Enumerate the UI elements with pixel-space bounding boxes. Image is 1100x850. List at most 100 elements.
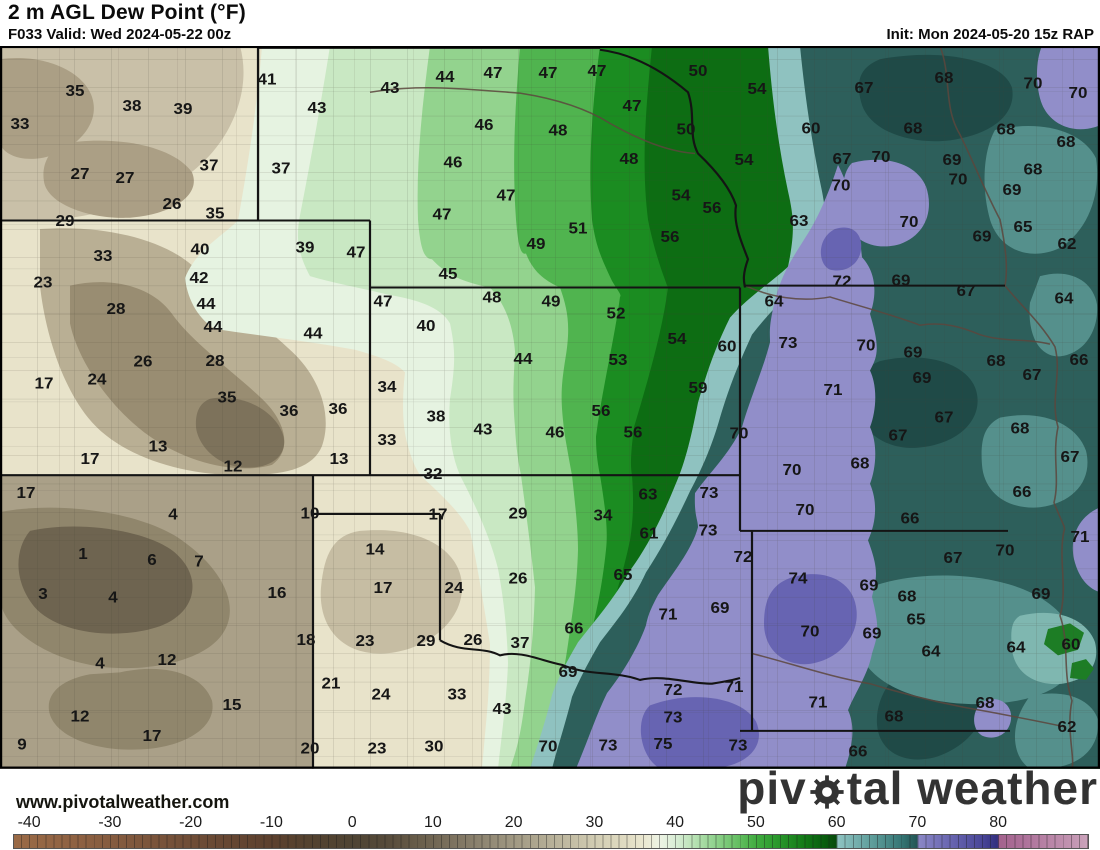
station-value: 68: [851, 454, 870, 472]
station-value: 36: [280, 401, 299, 419]
station-value: 23: [34, 273, 53, 291]
station-value: 27: [71, 164, 90, 182]
station-value: 69: [863, 624, 882, 642]
station-value: 56: [703, 198, 722, 216]
station-value: 47: [484, 64, 503, 82]
colorbar-tick: 40: [666, 814, 685, 831]
station-value: 70: [832, 176, 851, 194]
station-value: 26: [134, 352, 153, 370]
station-value: 54: [735, 150, 755, 168]
station-value: 69: [559, 663, 578, 681]
station-value: 34: [378, 378, 398, 396]
station-value: 66: [565, 619, 584, 637]
station-value: 18: [297, 630, 316, 648]
river-lines: [369, 45, 1074, 769]
station-value: 44: [436, 67, 456, 85]
station-value: 70: [730, 424, 749, 442]
station-value: 44: [197, 295, 217, 313]
station-value: 69: [1032, 584, 1051, 602]
colorbar-tick: -30: [98, 814, 122, 831]
station-value: 46: [546, 423, 565, 441]
station-value: 68: [997, 120, 1016, 138]
station-value: 35: [218, 388, 237, 406]
station-value: 67: [944, 548, 963, 566]
colorbar-tick: 80: [989, 814, 1008, 831]
station-value: 37: [200, 156, 219, 174]
station-value: 72: [664, 680, 683, 698]
colorbar-tick-labels: -40 -30 -20 -10 0 10 20 30 40 50 60 70 80: [0, 814, 1100, 832]
logo-text-right: tal weather: [846, 762, 1098, 814]
station-value: 68: [976, 694, 995, 712]
station-value: 14: [366, 540, 386, 558]
station-value: 66: [1070, 350, 1089, 368]
station-value: 71: [809, 693, 828, 711]
station-value: 49: [527, 234, 546, 252]
station-value: 33: [378, 430, 397, 448]
station-value: 4: [168, 505, 178, 523]
station-value: 64: [922, 642, 942, 660]
station-value: 64: [1007, 638, 1027, 656]
station-value: 60: [1062, 635, 1081, 653]
station-value: 48: [549, 121, 568, 139]
page-title: 2 m AGL Dew Point (°F): [8, 1, 246, 24]
gear-icon: [810, 775, 844, 809]
station-value: 12: [71, 707, 90, 725]
station-value: 46: [475, 115, 494, 133]
station-value: 70: [996, 541, 1015, 559]
station-value: 49: [542, 292, 561, 310]
station-value: 33: [11, 114, 30, 132]
station-value: 29: [417, 631, 436, 649]
station-value: 69: [711, 598, 730, 616]
map-header: 2 m AGL Dew Point (°F) F033 Valid: Wed 2…: [0, 0, 1100, 46]
station-value: 33: [94, 247, 113, 265]
station-value: 34: [594, 506, 614, 524]
station-value: 6: [147, 550, 156, 568]
valid-time-text: F033 Valid: Wed 2024-05-22 00z: [8, 26, 232, 43]
station-value: 65: [907, 610, 926, 628]
station-value: 32: [424, 464, 443, 482]
station-value: 13: [330, 449, 349, 467]
station-value: 67: [957, 281, 976, 299]
station-value: 47: [433, 205, 452, 223]
station-value: 35: [206, 204, 225, 222]
station-value: 29: [56, 212, 75, 230]
station-value: 65: [1014, 217, 1033, 235]
station-value: 70: [872, 147, 891, 165]
station-value: 67: [1023, 365, 1042, 383]
station-value: 47: [588, 62, 607, 80]
station-value: 47: [374, 292, 393, 310]
station-value: 63: [790, 212, 809, 230]
station-value: 24: [88, 370, 108, 388]
station-value: 53: [609, 350, 628, 368]
station-value: 44: [304, 324, 324, 342]
station-value: 43: [381, 79, 400, 97]
station-value: 15: [223, 696, 242, 714]
station-value: 67: [935, 408, 954, 426]
station-value: 67: [833, 149, 852, 167]
station-value: 74: [789, 569, 809, 587]
station-value: 54: [748, 80, 768, 98]
station-value: 73: [664, 708, 683, 726]
station-value: 56: [661, 228, 680, 246]
station-value: 56: [592, 401, 611, 419]
station-value: 72: [833, 272, 852, 290]
colorbar-tick: -10: [259, 814, 283, 831]
station-value: 43: [474, 420, 493, 438]
station-value: 70: [796, 500, 815, 518]
station-value: 66: [849, 742, 868, 760]
station-value: 10: [301, 504, 320, 522]
station-value: 36: [329, 399, 348, 417]
station-value: 28: [206, 351, 225, 369]
colorbar-tick: 30: [585, 814, 604, 831]
station-value: 50: [677, 120, 696, 138]
station-value: 27: [116, 168, 135, 186]
station-value: 66: [901, 509, 920, 527]
station-value: 46: [444, 153, 463, 171]
station-value: 69: [973, 227, 992, 245]
colorbar-tick: 50: [747, 814, 765, 831]
station-value: 73: [729, 736, 748, 754]
station-value: 71: [725, 678, 744, 696]
station-value: 54: [672, 186, 692, 204]
